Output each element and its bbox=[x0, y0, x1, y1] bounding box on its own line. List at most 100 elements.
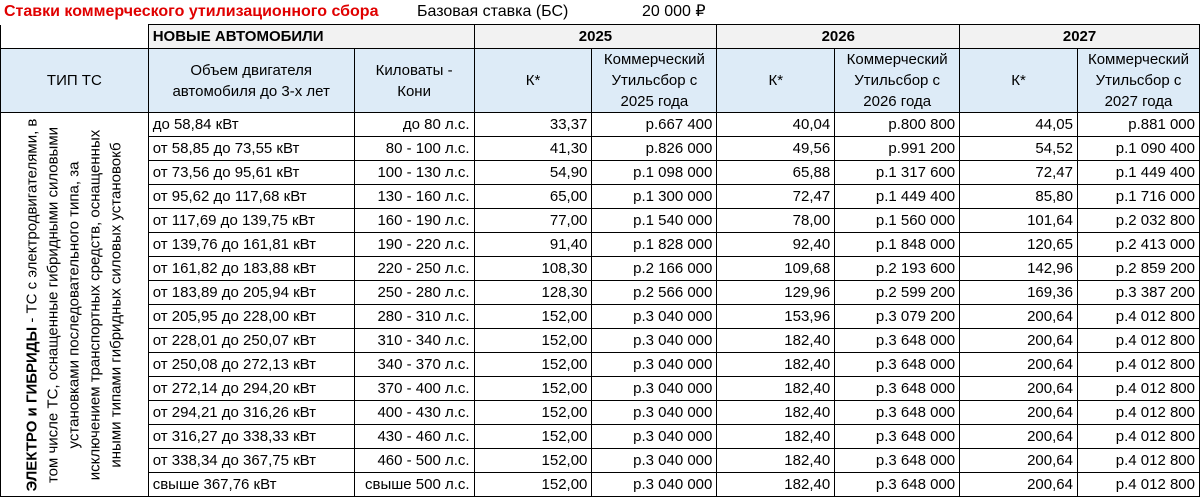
k-2027-cell[interactable]: 54,52 bbox=[959, 136, 1078, 161]
fee-2027-cell[interactable]: р.4 012 800 bbox=[1076, 424, 1200, 449]
k-2025-cell[interactable]: 77,00 bbox=[473, 208, 593, 233]
fee-2026-cell[interactable]: р.2 193 600 bbox=[834, 256, 961, 281]
power-cell[interactable]: свыше 500 л.с. bbox=[353, 472, 475, 497]
fee-2026-cell[interactable]: р.1 848 000 bbox=[834, 232, 961, 257]
fee-2027-cell[interactable]: р.3 387 200 bbox=[1076, 280, 1200, 305]
header-power[interactable]: Киловаты - Кони bbox=[353, 48, 475, 113]
k-2026-cell[interactable]: 129,96 bbox=[716, 280, 836, 305]
fee-2026-cell[interactable]: р.991 200 bbox=[834, 136, 961, 161]
year-2025-header[interactable]: 2025 bbox=[473, 24, 718, 49]
k-2026-cell[interactable]: 92,40 bbox=[716, 232, 836, 257]
k-2026-cell[interactable]: 182,40 bbox=[716, 448, 836, 473]
engine-cell[interactable]: свыше 367,76 кВт bbox=[147, 472, 355, 497]
power-cell[interactable]: 340 - 370 л.с. bbox=[353, 352, 475, 377]
k-2025-cell[interactable]: 152,00 bbox=[473, 376, 593, 401]
power-cell[interactable]: 280 - 310 л.с. bbox=[353, 304, 475, 329]
power-cell[interactable]: 190 - 220 л.с. bbox=[353, 232, 475, 257]
fee-2025-cell[interactable]: р.3 040 000 bbox=[591, 328, 718, 353]
power-cell[interactable]: 310 - 340 л.с. bbox=[353, 328, 475, 353]
k-2027-cell[interactable]: 85,80 bbox=[959, 184, 1078, 209]
k-2027-cell[interactable]: 200,64 bbox=[959, 304, 1078, 329]
fee-2027-cell[interactable]: р.1 449 400 bbox=[1076, 160, 1200, 185]
fee-2027-cell[interactable]: р.4 012 800 bbox=[1076, 400, 1200, 425]
header-fee-2027[interactable]: Коммерческий Утильсбор с 2027 года bbox=[1076, 48, 1200, 113]
k-2027-cell[interactable]: 169,36 bbox=[959, 280, 1078, 305]
k-2027-cell[interactable]: 44,05 bbox=[959, 112, 1078, 137]
fee-2025-cell[interactable]: р.1 300 000 bbox=[591, 184, 718, 209]
fee-2026-cell[interactable]: р.3 648 000 bbox=[834, 448, 961, 473]
fee-2025-cell[interactable]: р.3 040 000 bbox=[591, 400, 718, 425]
k-2025-cell[interactable]: 152,00 bbox=[473, 352, 593, 377]
k-2025-cell[interactable]: 91,40 bbox=[473, 232, 593, 257]
engine-cell[interactable]: от 58,85 до 73,55 кВт bbox=[147, 136, 355, 161]
fee-2026-cell[interactable]: р.3 648 000 bbox=[834, 472, 961, 497]
engine-cell[interactable]: от 272,14 до 294,20 кВт bbox=[147, 376, 355, 401]
base-rate-label[interactable]: Базовая ставка (БС) bbox=[417, 3, 569, 20]
fee-2027-cell[interactable]: р.4 012 800 bbox=[1076, 304, 1200, 329]
fee-2025-cell[interactable]: р.3 040 000 bbox=[591, 448, 718, 473]
header-fee-2026[interactable]: Коммерческий Утильсбор с 2026 года bbox=[834, 48, 961, 113]
k-2025-cell[interactable]: 152,00 bbox=[473, 328, 593, 353]
header-k-2026[interactable]: К* bbox=[716, 48, 836, 113]
year-2026-header[interactable]: 2026 bbox=[716, 24, 961, 49]
fee-2026-cell[interactable]: р.2 599 200 bbox=[834, 280, 961, 305]
fee-2026-cell[interactable]: р.800 800 bbox=[834, 112, 961, 137]
k-2027-cell[interactable]: 200,64 bbox=[959, 472, 1078, 497]
fee-2025-cell[interactable]: р.3 040 000 bbox=[591, 352, 718, 377]
fee-2025-cell[interactable]: р.667 400 bbox=[591, 112, 718, 137]
fee-2026-cell[interactable]: р.1 449 400 bbox=[834, 184, 961, 209]
fee-2026-cell[interactable]: р.3 648 000 bbox=[834, 424, 961, 449]
k-2027-cell[interactable]: 200,64 bbox=[959, 400, 1078, 425]
sheet-title[interactable]: Ставки коммерческого утилизационного сбо… bbox=[4, 3, 379, 20]
fee-2025-cell[interactable]: р.3 040 000 bbox=[591, 376, 718, 401]
k-2025-cell[interactable]: 152,00 bbox=[473, 400, 593, 425]
k-2025-cell[interactable]: 152,00 bbox=[473, 472, 593, 497]
section-label-cell[interactable]: НОВЫЕ АВТОМОБИЛИ bbox=[147, 24, 475, 49]
k-2027-cell[interactable]: 72,47 bbox=[959, 160, 1078, 185]
fee-2025-cell[interactable]: р.3 040 000 bbox=[591, 304, 718, 329]
engine-cell[interactable]: от 205,95 до 228,00 кВт bbox=[147, 304, 355, 329]
power-cell[interactable]: 250 - 280 л.с. bbox=[353, 280, 475, 305]
k-2026-cell[interactable]: 182,40 bbox=[716, 472, 836, 497]
fee-2027-cell[interactable]: р.4 012 800 bbox=[1076, 376, 1200, 401]
engine-cell[interactable]: до 58,84 кВт bbox=[147, 112, 355, 137]
k-2026-cell[interactable]: 182,40 bbox=[716, 400, 836, 425]
k-2025-cell[interactable]: 65,00 bbox=[473, 184, 593, 209]
fee-2027-cell[interactable]: р.2 413 000 bbox=[1076, 232, 1200, 257]
engine-cell[interactable]: от 161,82 до 183,88 кВт bbox=[147, 256, 355, 281]
fee-2026-cell[interactable]: р.3 648 000 bbox=[834, 352, 961, 377]
fee-2027-cell[interactable]: р.4 012 800 bbox=[1076, 448, 1200, 473]
fee-2026-cell[interactable]: р.3 648 000 bbox=[834, 400, 961, 425]
fee-2026-cell[interactable]: р.3 648 000 bbox=[834, 328, 961, 353]
fee-2027-cell[interactable]: р.2 032 800 bbox=[1076, 208, 1200, 233]
header-k-2027[interactable]: К* bbox=[959, 48, 1078, 113]
k-2026-cell[interactable]: 182,40 bbox=[716, 424, 836, 449]
year-2027-header[interactable]: 2027 bbox=[959, 24, 1200, 49]
header-fee-2025[interactable]: Коммерческий Утильсбор с 2025 года bbox=[591, 48, 718, 113]
power-cell[interactable]: 160 - 190 л.с. bbox=[353, 208, 475, 233]
engine-cell[interactable]: от 73,56 до 95,61 кВт bbox=[147, 160, 355, 185]
k-2027-cell[interactable]: 200,64 bbox=[959, 328, 1078, 353]
power-cell[interactable]: 220 - 250 л.с. bbox=[353, 256, 475, 281]
fee-2026-cell[interactable]: р.3 079 200 bbox=[834, 304, 961, 329]
header-vehicle-type[interactable]: ТИП ТС bbox=[0, 48, 149, 113]
fee-2025-cell[interactable]: р.826 000 bbox=[591, 136, 718, 161]
fee-2027-cell[interactable]: р.2 859 200 bbox=[1076, 256, 1200, 281]
power-cell[interactable]: 400 - 430 л.с. bbox=[353, 400, 475, 425]
fee-2025-cell[interactable]: р.1 540 000 bbox=[591, 208, 718, 233]
power-cell[interactable]: 460 - 500 л.с. bbox=[353, 448, 475, 473]
k-2025-cell[interactable]: 54,90 bbox=[473, 160, 593, 185]
k-2026-cell[interactable]: 78,00 bbox=[716, 208, 836, 233]
fee-2025-cell[interactable]: р.2 566 000 bbox=[591, 280, 718, 305]
power-cell[interactable]: 130 - 160 л.с. bbox=[353, 184, 475, 209]
k-2027-cell[interactable]: 142,96 bbox=[959, 256, 1078, 281]
engine-cell[interactable]: от 250,08 до 272,13 кВт bbox=[147, 352, 355, 377]
engine-cell[interactable]: от 338,34 до 367,75 кВт bbox=[147, 448, 355, 473]
fee-2027-cell[interactable]: р.1 716 000 bbox=[1076, 184, 1200, 209]
header-k-2025[interactable]: К* bbox=[473, 48, 593, 113]
vehicle-type-cell[interactable]: ЭЛЕКТРО и ГИБРИДЫ - ТС с электродвигател… bbox=[0, 112, 149, 497]
blank-cell[interactable] bbox=[0, 24, 149, 49]
fee-2026-cell[interactable]: р.1 317 600 bbox=[834, 160, 961, 185]
k-2027-cell[interactable]: 200,64 bbox=[959, 448, 1078, 473]
fee-2026-cell[interactable]: р.1 560 000 bbox=[834, 208, 961, 233]
